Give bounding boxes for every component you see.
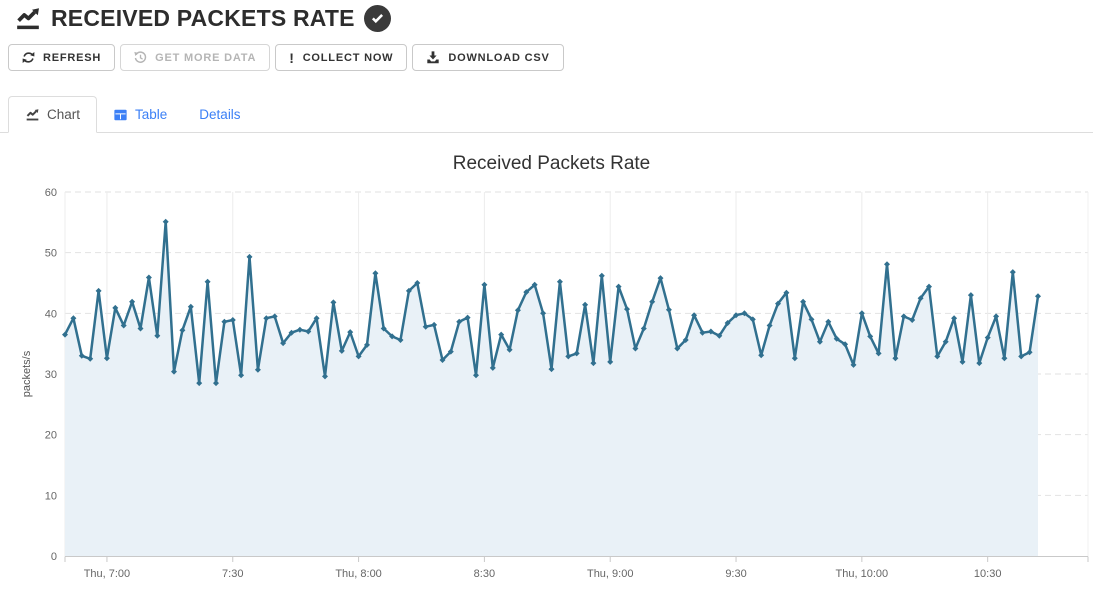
y-tick-label: 10 (45, 490, 57, 502)
tab-details-label: Details (199, 107, 241, 122)
collect-now-button[interactable]: ! COLLECT NOW (275, 44, 408, 71)
download-icon (426, 51, 440, 64)
exclamation-icon: ! (289, 49, 295, 66)
tab-details[interactable]: Details (183, 96, 256, 133)
toolbar: REFRESH GET MORE DATA ! COLLECT NOW DOWN… (8, 44, 564, 71)
tab-chart-label: Chart (47, 107, 81, 122)
tab-chart[interactable]: Chart (8, 96, 98, 133)
x-tick-label: 8:30 (474, 568, 495, 580)
refresh-icon (22, 51, 35, 64)
chart-line-icon (25, 108, 40, 122)
refresh-button[interactable]: REFRESH (8, 44, 116, 71)
chart-line-icon (14, 6, 42, 32)
y-tick-label: 60 (45, 187, 57, 199)
tab-table-label: Table (135, 107, 168, 122)
get-more-data-button-label: GET MORE DATA (155, 51, 257, 64)
page-header: RECEIVED PACKETS RATE (14, 5, 391, 32)
x-tick-label: 9:30 (725, 568, 746, 580)
x-tick-label: Thu, 8:00 (335, 568, 381, 580)
x-tick-label: Thu, 10:00 (836, 568, 889, 580)
collect-now-button-label: COLLECT NOW (302, 51, 394, 64)
chart-panel: Received Packets Rate packets/s 0 10 20 30 4… (0, 140, 1093, 591)
refresh-button-label: REFRESH (43, 51, 102, 64)
y-axis-title: packets/s (21, 350, 33, 398)
y-tick-label: 40 (45, 308, 57, 320)
y-tick-label: 30 (45, 369, 57, 381)
tab-bar: Chart Table Details (0, 96, 1093, 133)
download-csv-button[interactable]: DOWNLOAD CSV (412, 44, 564, 71)
y-tick-label: 20 (45, 430, 57, 442)
series-area (65, 221, 1038, 556)
x-tick-label: 7:30 (222, 568, 243, 580)
received-packets-rate-chart[interactable]: 0 10 20 30 40 50 60 Thu, 7:00 7:30 Thu, 8:00 8:30 T… (0, 140, 1093, 591)
x-tick-label: 10:30 (974, 568, 1002, 580)
y-tick-label: 0 (51, 551, 57, 563)
tab-table[interactable]: Table (97, 96, 183, 133)
get-more-data-button[interactable]: GET MORE DATA (120, 44, 271, 71)
check-circle-icon (363, 5, 391, 32)
x-tick-label: Thu, 9:00 (587, 568, 633, 580)
y-tick-label: 50 (45, 248, 57, 260)
axes (64, 556, 1089, 562)
x-tick-label: Thu, 7:00 (84, 568, 130, 580)
table-icon (113, 108, 128, 122)
axis-labels: 0 10 20 30 40 50 60 Thu, 7:00 7:30 Thu, 8:00 8:30 T… (45, 187, 1002, 580)
chart-title: Received Packets Rate (452, 153, 651, 174)
history-icon (134, 51, 147, 64)
download-csv-button-label: DOWNLOAD CSV (448, 51, 550, 64)
page-title: RECEIVED PACKETS RATE (51, 5, 355, 31)
